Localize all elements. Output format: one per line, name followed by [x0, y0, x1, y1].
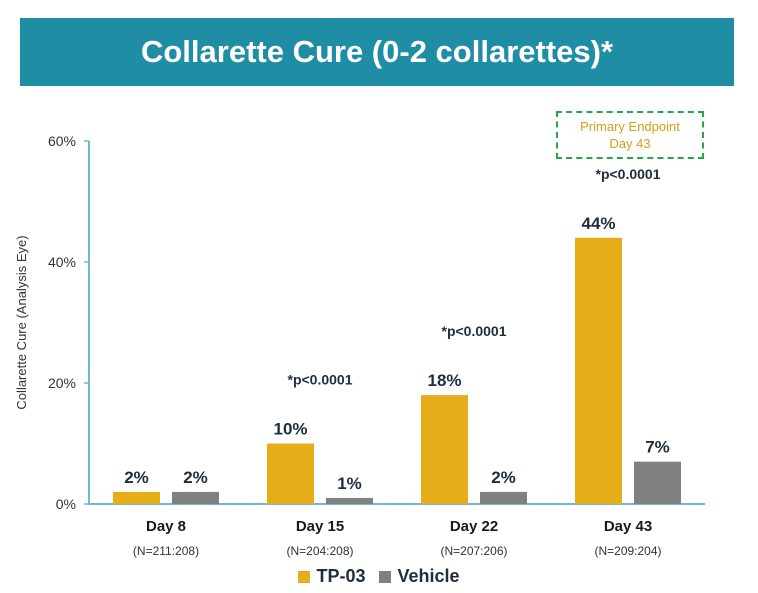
n-label: (N=207:206) — [440, 544, 507, 558]
legend: TP-03 Vehicle — [0, 566, 758, 587]
endpoint-line2: Day 43 — [609, 136, 651, 151]
data-label: 2% — [124, 468, 149, 487]
n-label: (N=209:204) — [594, 544, 661, 558]
legend-label-vehicle: Vehicle — [397, 566, 460, 586]
chart-title: Collarette Cure (0-2 collarettes)* — [140, 34, 614, 69]
bar-tp03-0 — [113, 491, 160, 504]
y-axis-label: Collarette Cure (Analysis Eye) — [14, 235, 29, 409]
bar-tp03-3 — [575, 237, 622, 505]
data-label: 7% — [645, 438, 670, 457]
data-label: 2% — [491, 468, 516, 487]
data-label: 18% — [427, 371, 461, 390]
x-tick-label: Day 8 — [146, 518, 186, 535]
y-tick-label: 60% — [48, 133, 76, 149]
bar-vehicle-0 — [172, 491, 219, 504]
endpoint-line1: Primary Endpoint — [580, 119, 680, 134]
y-tick-label: 0% — [56, 496, 76, 512]
data-label: 44% — [581, 214, 615, 233]
legend-swatch-tp03 — [298, 570, 311, 583]
bar-vehicle-2 — [480, 491, 527, 504]
p-value-annotation: *p<0.0001 — [442, 323, 507, 339]
data-label: 10% — [273, 420, 307, 439]
n-label: (N=211:208) — [133, 544, 199, 558]
y-tick-label: 40% — [48, 254, 76, 270]
legend-label-tp03: TP-03 — [316, 566, 366, 586]
n-label: (N=204:208) — [286, 544, 353, 558]
legend-item-vehicle: Vehicle — [379, 566, 460, 587]
bar-vehicle-1 — [326, 497, 373, 504]
data-label: 1% — [337, 474, 362, 493]
legend-swatch-vehicle — [379, 570, 392, 583]
primary-endpoint-box: Primary Endpoint Day 43 — [556, 111, 704, 159]
p-value-annotation: *p<0.0001 — [288, 372, 353, 388]
x-tick-label: Day 22 — [450, 518, 498, 535]
y-tick-label: 20% — [48, 375, 76, 391]
bar-tp03-1 — [267, 443, 314, 504]
p-value-annotation: *p<0.0001 — [596, 166, 661, 182]
legend-item-tp03: TP-03 — [298, 566, 365, 587]
title-bar: Collarette Cure (0-2 collarettes)* — [20, 18, 734, 86]
x-tick-label: Day 15 — [296, 518, 344, 535]
bar-tp03-2 — [421, 395, 468, 504]
x-tick-label: Day 43 — [604, 518, 652, 535]
data-label: 2% — [183, 468, 208, 487]
bar-vehicle-3 — [634, 461, 681, 504]
